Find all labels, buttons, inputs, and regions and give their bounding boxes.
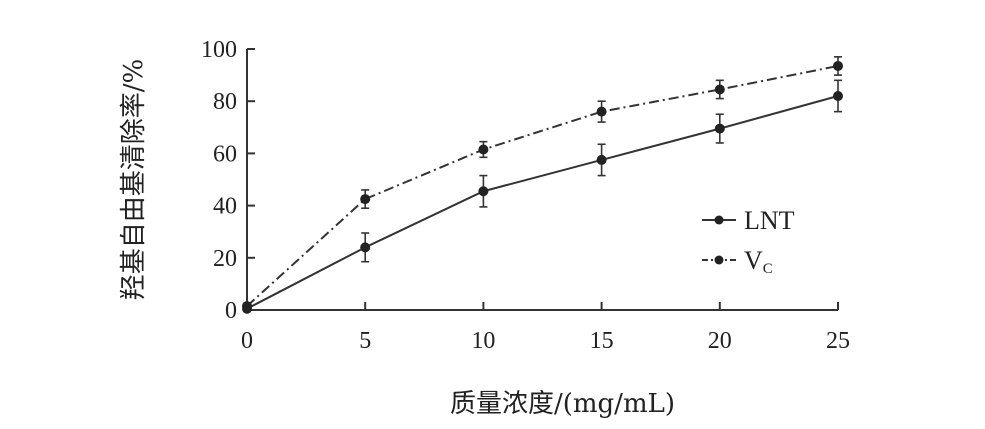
x-tick-label: 5 [359, 328, 371, 354]
data-point [242, 301, 252, 312]
legend-marker [714, 255, 724, 265]
data-point [478, 144, 489, 155]
data-point [714, 84, 725, 95]
y-tick-label: 80 [213, 89, 237, 115]
legend: LNT VC [702, 206, 795, 277]
data-point [833, 60, 843, 71]
series-line [246, 64, 839, 307]
data-point [360, 242, 371, 253]
y-tick-label: 60 [213, 141, 237, 167]
data-point [714, 123, 725, 134]
x-tick-label: 0 [241, 328, 253, 354]
x-tick-label: 25 [826, 328, 850, 354]
data-point [596, 106, 607, 117]
legend-item-vc: VC [702, 246, 773, 277]
data-point [833, 90, 843, 101]
x-axis-label: 质量浓度/(mg/mL) [450, 389, 675, 419]
legend-label: VC [744, 246, 773, 277]
x-ticks: 0 5 10 15 20 25 [241, 302, 850, 354]
data-point [596, 154, 607, 165]
y-tick-label: 20 [213, 246, 237, 272]
data-point [360, 194, 371, 205]
series-line [246, 95, 839, 310]
legend-label: LNT [744, 206, 795, 235]
x-tick-label: 20 [708, 328, 732, 354]
y-tick-label: 0 [225, 298, 237, 324]
x-tick-label: 15 [590, 328, 614, 354]
data-point [478, 186, 489, 197]
legend-marker [714, 215, 724, 225]
y-tick-label: 100 [201, 37, 237, 63]
legend-item-lnt: LNT [702, 206, 795, 235]
x-tick-label: 10 [471, 328, 495, 354]
series-lnt [242, 79, 843, 314]
y-tick-label: 40 [213, 194, 237, 220]
series-layer [242, 56, 843, 314]
axes [246, 49, 838, 311]
series-vc [242, 56, 843, 312]
y-axis-label: 羟基自由基清除率/% [119, 59, 149, 300]
y-ticks: 0 20 40 60 80 100 [201, 37, 255, 324]
